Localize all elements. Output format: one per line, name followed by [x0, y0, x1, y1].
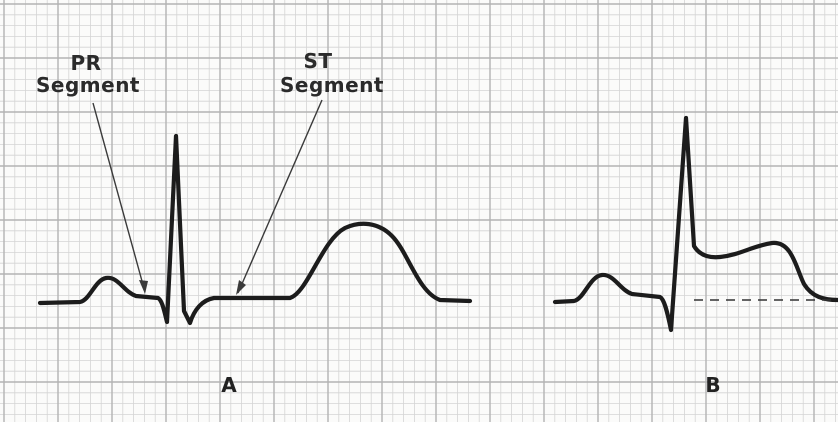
pr-segment-arrowhead — [139, 280, 148, 294]
st-segment-label-line1: ST — [303, 49, 332, 73]
st-segment-label-line2: Segment — [280, 73, 384, 97]
ecg-trace-a — [37, 133, 473, 326]
st-segment-pointer — [237, 99, 323, 294]
panel-label-b: B — [705, 373, 720, 397]
st-segment-arrowhead — [236, 280, 246, 295]
pr-segment-label-line1: PR — [70, 51, 101, 75]
ecg-trace-b — [552, 115, 838, 333]
panel-label-a: A — [221, 373, 237, 397]
pr-segment-label-line2: Segment — [36, 73, 140, 97]
pr-segment-pointer — [92, 102, 146, 293]
